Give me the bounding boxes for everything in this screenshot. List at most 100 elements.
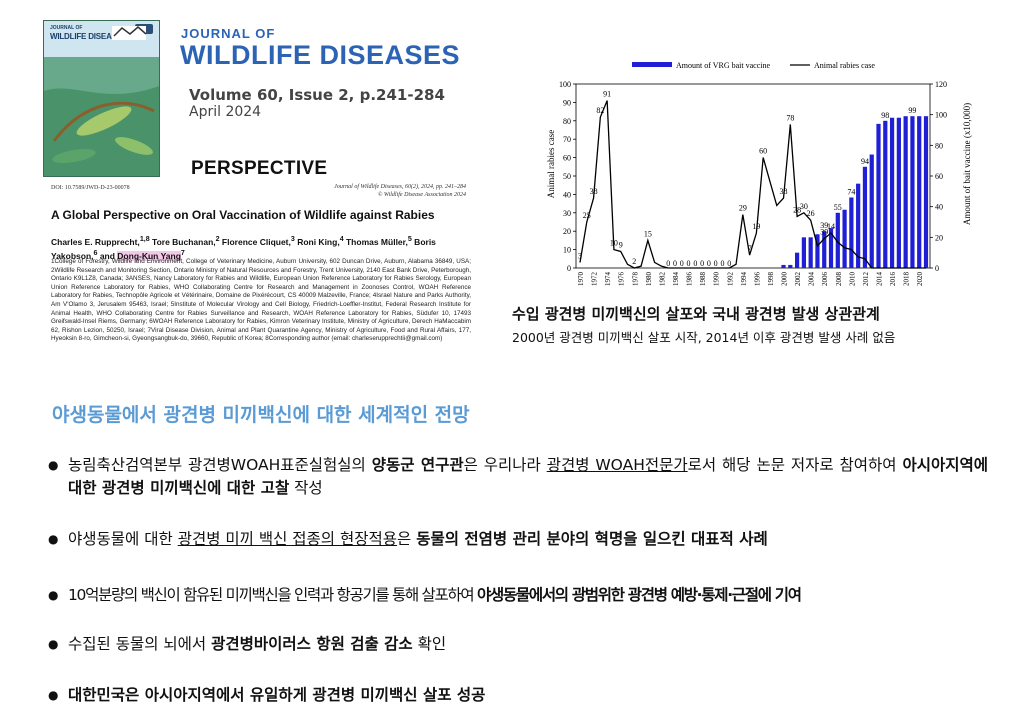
x-tick-label: 2020: [916, 272, 924, 287]
author: Thomas Müller,: [343, 236, 408, 247]
y-left-tick-label: 40: [563, 190, 571, 199]
bullet-dot-icon: ●: [48, 637, 59, 651]
bullet-bold: 동물의 전염병 관리 분야의 혁명을 일으킨 대표적 사례: [416, 530, 768, 548]
y-right-tick-label: 20: [935, 233, 943, 242]
rabies-data-label: 28: [793, 205, 801, 214]
rabies-zero-label: 0: [673, 259, 677, 268]
bait-vaccine-bar: [889, 117, 895, 268]
y-left-tick-label: 80: [563, 117, 571, 126]
x-tick-label: 1984: [672, 272, 680, 287]
y-left-tick-label: 30: [563, 209, 571, 218]
bait-vaccine-bar: [835, 212, 840, 268]
highlighted-author: Dong-Kun Yang: [117, 250, 181, 261]
bullet-span: 작성: [289, 479, 323, 497]
bait-vaccine-bar: [849, 197, 854, 268]
rabies-data-label: 2: [632, 257, 636, 266]
bait-vaccine-bar: [815, 234, 820, 268]
paper-doi: DOI: 10.7589/JWD-D-23-00078: [51, 185, 130, 191]
bullet-item: ● 농림축산검역본부 광견병WOAH표준실험실의 양동군 연구관은 우리나라 광…: [48, 454, 993, 502]
rabies-data-label: 78: [786, 113, 794, 122]
bait-vaccine-bar: [862, 166, 868, 268]
rabies-data-label: 15: [644, 229, 652, 238]
y-right-tick-label: 80: [935, 141, 943, 150]
bait-vaccine-bars: [781, 116, 929, 268]
rabies-data-label: 38: [590, 187, 598, 196]
cover-leaf-illustration: [44, 86, 159, 176]
x-tick-label: 1994: [740, 272, 748, 287]
x-tick-label: 1998: [767, 272, 775, 287]
bullet-dot-icon: ●: [48, 458, 59, 472]
rabies-data-label: 82: [596, 106, 604, 115]
journal-name-line1: JOURNAL OF: [181, 26, 276, 41]
bullet-dot-icon: ●: [48, 532, 59, 546]
bullet-span: 10억분량의 백신이 함유된 미끼백신을 인력과 항공기를 통해 살포하여: [68, 586, 478, 604]
bait-vaccine-bar: [801, 237, 806, 268]
rabies-zero-label: 0: [707, 259, 711, 268]
author: and: [97, 250, 118, 261]
rabies-data-label: 10: [610, 239, 618, 248]
y-left-tick-label: 0: [567, 264, 571, 273]
chart-caption-title: 수입 광견병 미끼백신의 살포와 국내 광견병 발생 상관관계: [512, 305, 880, 323]
bullet-dot-icon: ●: [48, 588, 59, 602]
journal-date: April 2024: [189, 104, 262, 120]
bullet-item: ● 수집된 동물의 뇌에서 광견병바이러스 항원 검출 감소 확인: [48, 633, 993, 657]
rabies-zero-label: 0: [727, 259, 731, 268]
bullet-bold: 아시아지역에 대한 광견병 미끼백신에 대한 고찰: [68, 456, 988, 497]
bullet-item: ● 대한민국은 아시아지역에서 유일하게 광견병 미끼백신 살포 성공: [48, 684, 993, 708]
y-right-tick-label: 120: [935, 80, 947, 89]
rabies-data-label: 14: [827, 222, 835, 231]
bullet-item: ● 야생동물에 대한 광견병 미끼 백신 접종의 현장적용은 동물의 전염병 관…: [48, 528, 993, 552]
author-sup: 6: [93, 248, 98, 257]
x-tick-label: 2016: [889, 272, 897, 287]
bullet-span: 수집된 동물의 뇌에서: [68, 635, 212, 653]
y-left-tick-label: 70: [563, 135, 571, 144]
paper-title: A Global Perspective on Oral Vaccination…: [51, 208, 435, 222]
y-right-tick-label: 100: [935, 111, 947, 120]
bullet-span: 농림축산검역본부 광견병WOAH표준실험실의: [68, 456, 372, 474]
chart-axes: 0102030405060708090100020406080100120197…: [559, 80, 947, 286]
rabies-data-label: 26: [807, 209, 815, 218]
bait-vaccine-bar: [788, 264, 793, 268]
x-tick-label: 1974: [604, 272, 612, 287]
bar-data-label: 74: [847, 187, 855, 196]
bait-vaccine-bar: [828, 228, 834, 268]
section-heading: 야생동물에서 광견병 미끼백신에 대한 세계적인 전망: [52, 404, 470, 426]
x-tick-label: 1980: [645, 272, 653, 287]
rabies-data-label: 29: [739, 204, 747, 213]
bait-vaccine-bar: [883, 120, 888, 268]
x-tick-label: 1976: [618, 272, 626, 287]
y-right-tick-label: 0: [935, 264, 939, 273]
journal-volume: Volume 60, Issue 2, p.241-284: [189, 86, 445, 104]
author-sup: 5: [407, 235, 412, 243]
rabies-data-label: 39: [820, 228, 828, 237]
bullet-bold: 광견병바이러스 항원 검출 감소: [211, 635, 413, 653]
bullet-span: 로서 해당 논문 저자로 참여하여: [687, 456, 903, 474]
rabies-data-label: 38: [780, 187, 788, 196]
bullet-text: 농림축산검역본부 광견병WOAH표준실험실의 양동군 연구관은 우리나라 광견병…: [68, 454, 988, 500]
y-right-tick-label: 60: [935, 172, 943, 181]
x-tick-label: 1982: [658, 272, 666, 287]
y-axis-right-label: Amount of bait vaccine (x10,000): [962, 103, 972, 225]
bullet-span: 야생동물에 대한: [68, 530, 178, 548]
author-sup: 7: [180, 248, 185, 257]
bait-vaccine-bar: [781, 264, 786, 268]
author: Florence Cliquet,: [219, 236, 291, 247]
bait-vaccine-bar: [822, 231, 827, 268]
rabies-data-label: 3: [578, 251, 582, 260]
bullet-span: 은 우리나라: [463, 456, 547, 474]
rabies-data-label: 7: [748, 244, 752, 253]
cover-title-small: JOURNAL OF: [50, 25, 83, 31]
bait-vaccine-bar: [876, 123, 881, 268]
bar-data-label: 55: [834, 203, 842, 212]
bullet-text: 수집된 동물의 뇌에서 광견병바이러스 항원 검출 감소 확인: [68, 633, 988, 656]
bullet-span: 확인: [412, 635, 447, 653]
bar-data-label: 98: [881, 111, 889, 120]
x-tick-label: 2018: [903, 272, 911, 287]
author: Roni King,: [294, 236, 340, 247]
bullet-bold: 양동군 연구관: [371, 456, 464, 474]
x-tick-label: 2002: [794, 272, 802, 287]
cover-title-large: WILDLIFE DISEASES: [50, 32, 128, 41]
bullet-text: 10억분량의 백신이 함유된 미끼백신을 인력과 항공기를 통해 살포하여 야생…: [68, 584, 988, 607]
bullet-underline: 광견병 미끼 백신 접종의 현장적용: [177, 530, 398, 548]
